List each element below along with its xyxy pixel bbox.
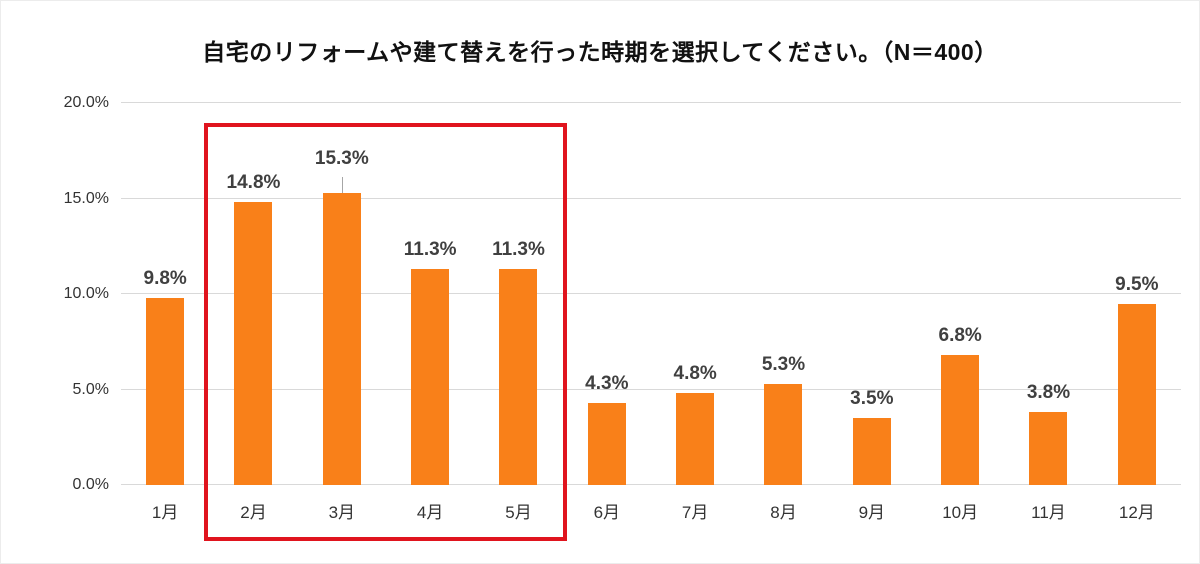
x-axis-label: 8月	[770, 503, 797, 522]
bar	[146, 297, 185, 485]
bar	[234, 202, 273, 485]
bar	[322, 192, 361, 485]
bar-value-label: 4.3%	[585, 372, 629, 394]
y-axis-tick: 20.0%	[63, 94, 109, 111]
bar-slot: 4.3%	[563, 103, 651, 485]
bar-value-label: 11.3%	[403, 239, 457, 261]
bar-value-label: 3.8%	[1026, 382, 1071, 404]
bar-value-label: 15.3%	[314, 147, 369, 169]
bar	[587, 402, 626, 485]
gridline	[121, 388, 1181, 390]
x-axis-label: 12月	[1118, 503, 1155, 522]
bar-value-label: 11.3%	[492, 239, 545, 261]
x-axis-label: 3月	[328, 503, 356, 522]
bar-slot: 5.3%	[739, 103, 827, 485]
bar-value-label: 5.3%	[761, 353, 806, 375]
bar	[852, 418, 891, 485]
bar-slot: 3.5%	[828, 103, 916, 485]
x-axis-label: 9月	[858, 503, 886, 522]
y-axis-tick: 5.0%	[72, 380, 109, 398]
label-leader-line	[341, 176, 343, 193]
plot-area: 9.8% 14.8% 15.3% 11.3% 11.3% 4.3% 4.8% 5.3% 3.5%…	[121, 102, 1181, 485]
gridline	[121, 484, 1181, 485]
bar-value-label: 4.8%	[673, 363, 717, 385]
bar-value-label: 9.5%	[1115, 273, 1159, 295]
bar-slot: 9.5%	[1093, 103, 1181, 485]
bar	[764, 383, 803, 485]
gridline	[121, 293, 1181, 294]
x-axis-label: 1月	[151, 503, 179, 522]
highlight-box	[204, 123, 567, 541]
bar	[1029, 412, 1068, 485]
y-axis-tick: 15.0%	[63, 189, 109, 207]
bar-slot: 4.8%	[651, 103, 739, 485]
x-axis-label: 6月	[593, 503, 621, 522]
bar-value-label: 3.5%	[850, 388, 894, 410]
bar-slot: 6.8%	[916, 103, 1004, 485]
bar-slot: 3.8%	[1004, 103, 1092, 485]
gridline	[121, 197, 1181, 199]
x-axis-label: 5月	[505, 503, 532, 522]
bar-slot: 11.3%	[386, 103, 474, 485]
bar	[499, 269, 538, 485]
bar-value-label: 9.8%	[143, 267, 187, 289]
x-axis-label: 2月	[240, 503, 267, 522]
bar-slot: 9.8%	[121, 103, 209, 485]
bar-slot: 14.8%	[209, 103, 297, 485]
bar	[941, 355, 980, 485]
x-axis-label: 11月	[1031, 503, 1066, 522]
bar-value-label: 14.8%	[226, 172, 281, 194]
x-axis-label: 4月	[416, 503, 444, 522]
bar	[411, 269, 450, 485]
bar-slot: 11.3%	[474, 103, 562, 485]
bar	[1117, 303, 1156, 485]
y-axis-tick: 10.0%	[63, 285, 109, 302]
bar-slot: 15.3%	[298, 103, 386, 485]
bar-value-label: 6.8%	[938, 325, 982, 347]
x-axis-label: 7月	[681, 503, 709, 522]
gridline	[121, 102, 1181, 103]
chart-title: 自宅のリフォームや建て替えを行った時期を選択してください。（N＝400）	[202, 39, 998, 65]
y-axis-tick: 0.0%	[72, 476, 109, 493]
bar	[676, 393, 715, 485]
x-axis-label: 10月	[942, 503, 979, 522]
